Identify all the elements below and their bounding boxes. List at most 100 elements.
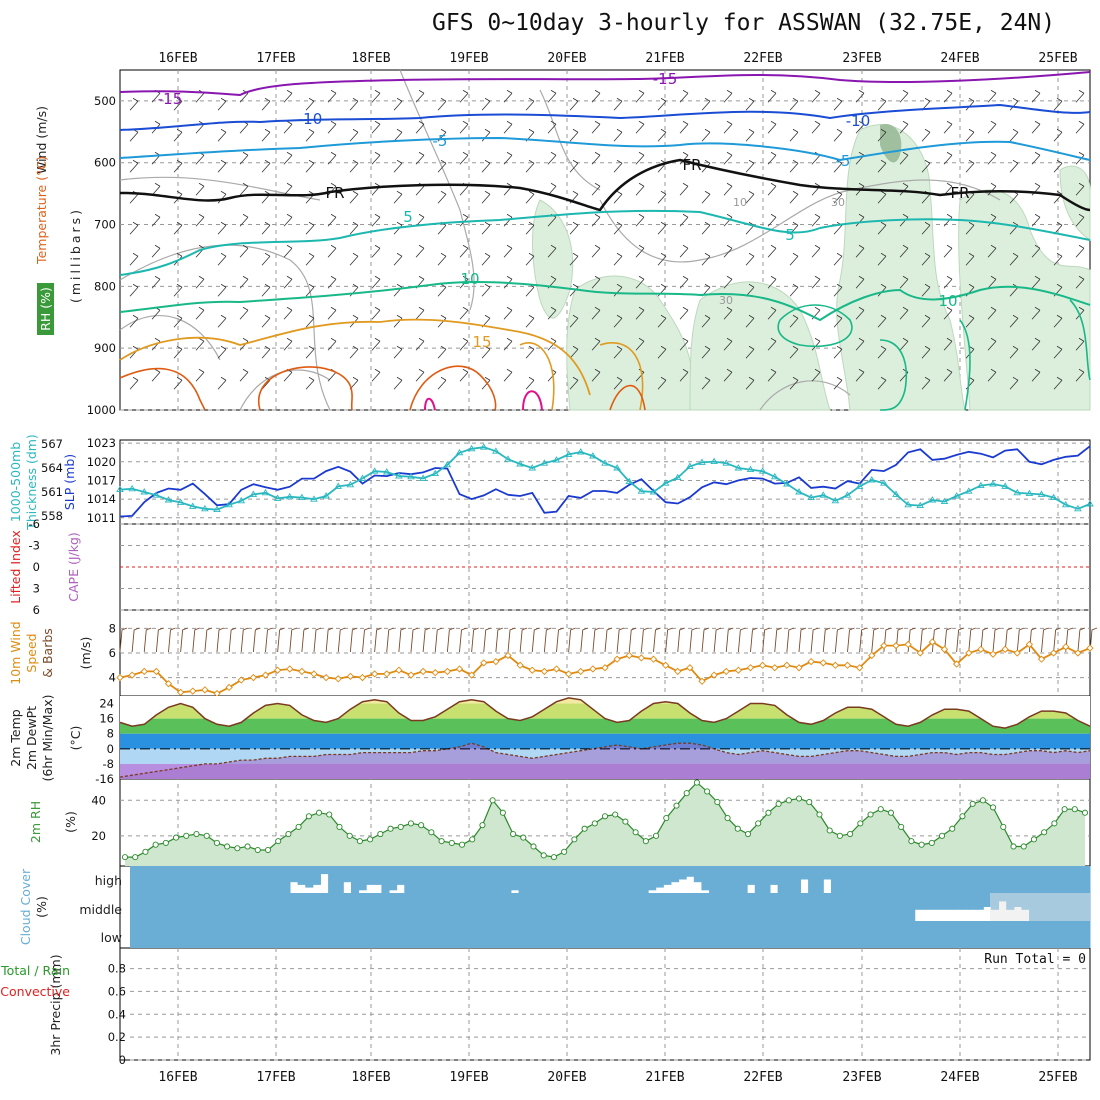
cloud-cell-high (625, 866, 634, 893)
cloud-cell-middle (328, 893, 337, 921)
rh-point (1030, 836, 1037, 843)
wind-barb (503, 368, 513, 382)
thickness-line-point (249, 490, 258, 497)
wind-barb (613, 97, 623, 111)
cloud-cell-high (876, 866, 885, 893)
thickness-line-point (964, 487, 973, 494)
cloud-cell-high (518, 866, 527, 893)
cloud-cell-high (175, 866, 184, 893)
cloud-cell-high (914, 866, 923, 893)
wind-barb (613, 221, 623, 235)
wind-barb (503, 306, 513, 320)
cloud-cell-middle (640, 893, 649, 921)
cloud-cell-high (945, 866, 954, 893)
wind-barb (591, 151, 601, 165)
cloud-cell-high (640, 866, 649, 893)
cloud-cell-middle (229, 893, 238, 921)
thickness-line-point (1025, 489, 1034, 497)
wind-barb (657, 283, 667, 297)
cloud-cell-low (772, 921, 781, 948)
rh-point (254, 846, 261, 854)
cloud-cell-high (678, 866, 687, 880)
wind-barb (921, 376, 931, 390)
wind-barb (591, 306, 601, 320)
wind-barb (943, 244, 953, 258)
cloud-cell-middle (968, 893, 977, 910)
upper-y-tick: 600 (94, 156, 116, 170)
rh-point (418, 822, 425, 829)
wind-barb (415, 151, 425, 165)
wind-barb (679, 337, 689, 351)
wind-barb (305, 345, 315, 359)
cloud-cell-high (472, 866, 481, 893)
thickness-line-point (1001, 482, 1009, 489)
cloud-cell-high (1051, 866, 1061, 893)
wind-barb (459, 120, 469, 134)
wind-barb (305, 314, 315, 328)
wind10-barb (556, 627, 564, 653)
wind10-barb (568, 627, 576, 653)
cloud-cell-high (754, 866, 763, 893)
wind-barb (789, 159, 799, 173)
wind-barb (679, 275, 689, 289)
wind-barb (723, 89, 733, 103)
cloud-cell-low (1074, 921, 1083, 948)
cloud-cell-high (419, 866, 428, 893)
wind-barb (481, 128, 491, 142)
wind-barb (129, 159, 139, 173)
thickness-tick: 567 (41, 437, 63, 451)
wind10-barb (362, 627, 370, 653)
wind10-line-point (370, 670, 379, 678)
isotherm-label: 10 (460, 270, 479, 288)
date-label-top: 25FEB (1038, 51, 1077, 66)
wind-barb (833, 128, 843, 142)
cloud-cell-low (261, 921, 270, 948)
cloud-cell-middle (815, 893, 824, 921)
wind-barb (921, 314, 931, 328)
cloud-cell-middle (335, 893, 344, 921)
cloud-cell-high (739, 866, 748, 893)
wind10-barb (665, 627, 673, 653)
rh-point (571, 836, 578, 843)
wind-barb (547, 244, 557, 258)
wind-barb (459, 368, 469, 382)
wind-barb (393, 159, 403, 173)
thickness-line-point (152, 491, 161, 498)
cloud-cell-high (830, 866, 840, 893)
thickness-line-point (176, 498, 185, 505)
wind10-line-point (819, 659, 827, 667)
date-label-top: 22FEB (743, 51, 782, 66)
cloud-cell-high (891, 866, 901, 893)
cloud-cell-middle (137, 893, 146, 921)
wind10-line-point (346, 672, 355, 680)
wind-barb (283, 213, 293, 227)
cloud-cell-low (1012, 921, 1021, 948)
cloud-cell-high (602, 866, 611, 893)
cloud-cell-high (305, 866, 314, 888)
wind10-barb (131, 627, 140, 653)
cloud-cell-low (648, 921, 657, 948)
wind10-line-point (613, 655, 621, 663)
wind-barb (965, 97, 975, 111)
wind10-barb (750, 627, 758, 653)
rh-point (407, 820, 415, 827)
cloud-cell-low (439, 921, 448, 948)
cloud-cell-low (1028, 921, 1037, 948)
thickness-line-point (443, 460, 452, 468)
cloud-cell-middle (884, 893, 893, 921)
cloud-cell-low (408, 921, 417, 948)
date-label-bottom: 16FEB (158, 1070, 197, 1085)
cloud-cell-high (1036, 866, 1045, 893)
wind10-line-point (564, 670, 573, 678)
wind-barb (261, 190, 271, 204)
thickness-line-point (746, 465, 755, 473)
cloud-cell-high (198, 866, 207, 893)
wind-barb (173, 283, 183, 297)
wind10-barb (592, 627, 601, 653)
slp-tick: 1014 (87, 492, 116, 506)
cloud-cell-middle (914, 893, 923, 910)
cloud-cell-low (1082, 921, 1091, 948)
cloud-cell-high (594, 866, 603, 893)
rh-point (264, 846, 272, 854)
cloud-cell-high (488, 866, 497, 893)
